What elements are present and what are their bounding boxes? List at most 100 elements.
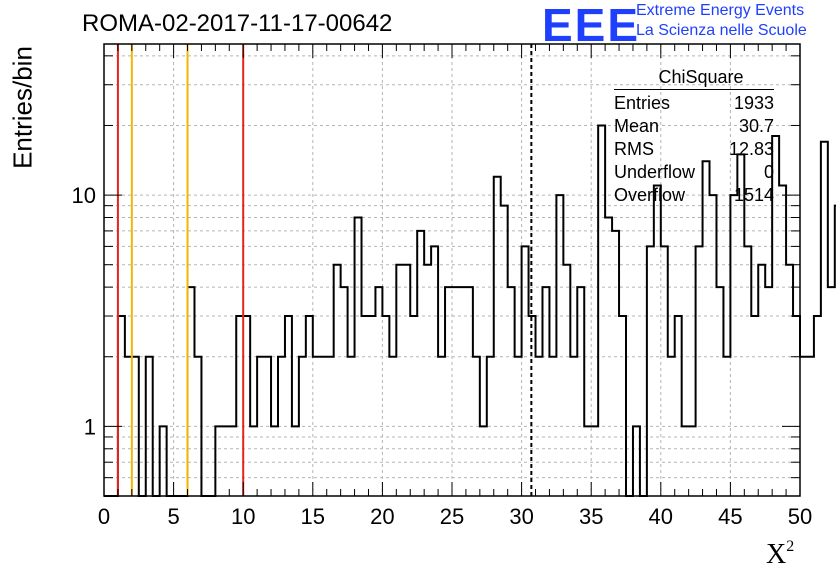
histogram-bin bbox=[730, 195, 737, 496]
stats-label: Mean bbox=[614, 116, 660, 136]
histogram-bin bbox=[250, 426, 257, 496]
histogram-bin bbox=[689, 426, 696, 496]
histogram-bin bbox=[549, 357, 556, 496]
stats-label: Entries bbox=[614, 93, 671, 113]
histogram-bin bbox=[584, 426, 591, 496]
histogram-bin bbox=[828, 287, 835, 496]
x-tick-label: 35 bbox=[579, 504, 603, 529]
histogram-bin bbox=[744, 246, 751, 496]
histogram-bin bbox=[236, 316, 243, 496]
histogram-bin bbox=[375, 287, 382, 496]
histogram-bin bbox=[661, 246, 668, 496]
stats-row-rms: RMS 12.83 bbox=[614, 138, 774, 161]
x-tick-label: 0 bbox=[98, 504, 110, 529]
histogram-bin bbox=[536, 357, 543, 496]
stats-box: ChiSquare Entries 1933 Mean 30.7 RMS 12.83 … bbox=[614, 66, 774, 207]
histogram-bin bbox=[612, 231, 619, 496]
histogram-bin bbox=[306, 316, 313, 496]
histogram-bin bbox=[716, 287, 723, 496]
histogram-bin bbox=[487, 357, 494, 496]
histogram-bin bbox=[348, 357, 355, 496]
histogram-bin bbox=[368, 316, 375, 496]
stats-value: 1933 bbox=[733, 93, 774, 113]
histogram-bin bbox=[396, 265, 403, 496]
histogram-bin bbox=[341, 287, 348, 496]
logo-line-1: Extreme Energy Events bbox=[636, 2, 805, 19]
histogram-bin bbox=[132, 357, 139, 496]
histogram-bin bbox=[723, 357, 730, 496]
histogram-bin bbox=[619, 316, 626, 496]
histogram-bin bbox=[786, 265, 793, 496]
stats-name: ChiSquare bbox=[614, 66, 774, 90]
histogram-bin bbox=[570, 357, 577, 496]
histogram-bin bbox=[647, 246, 654, 496]
logo-line-2: La Scienza nelle Scuole bbox=[636, 22, 807, 39]
histogram-bin bbox=[675, 316, 682, 496]
histogram-bin bbox=[459, 287, 466, 496]
stats-row-mean: Mean 30.7 bbox=[614, 115, 774, 138]
histogram-bin bbox=[334, 265, 341, 496]
histogram-bin bbox=[382, 316, 389, 496]
histogram-bin bbox=[118, 316, 125, 496]
histogram-bin bbox=[271, 426, 278, 496]
histogram-bin bbox=[389, 357, 396, 496]
histogram-bin bbox=[355, 217, 362, 496]
histogram-bin bbox=[327, 357, 334, 496]
histogram-bin bbox=[556, 195, 563, 496]
histogram-bin bbox=[751, 316, 758, 496]
histogram-bin bbox=[765, 287, 772, 496]
histogram-bin bbox=[264, 357, 271, 496]
histogram-bin bbox=[466, 287, 473, 496]
histogram-bin bbox=[445, 287, 452, 496]
histogram-bin bbox=[146, 357, 153, 496]
histogram-bin bbox=[194, 357, 201, 496]
histogram-bin bbox=[285, 316, 292, 496]
stats-row-overflow: Overflow 1514 bbox=[614, 184, 774, 207]
histogram-bin bbox=[410, 316, 417, 496]
histogram-bin bbox=[160, 426, 167, 496]
stats-row-entries: Entries 1933 bbox=[614, 92, 774, 115]
stats-value: 12.83 bbox=[728, 139, 774, 159]
histogram-bin bbox=[758, 265, 765, 496]
x-tick-label: 25 bbox=[440, 504, 464, 529]
histogram-bin bbox=[243, 316, 250, 496]
histogram-bin bbox=[320, 357, 327, 496]
histogram-bin bbox=[542, 287, 549, 496]
histogram-bin bbox=[779, 186, 786, 496]
eee-logo-mark: EEE bbox=[542, 0, 641, 51]
histogram-bin bbox=[431, 246, 438, 496]
histogram-bin bbox=[257, 357, 264, 496]
histogram-bin bbox=[633, 426, 640, 496]
histogram-bin bbox=[188, 287, 195, 496]
histogram-bin bbox=[515, 357, 522, 496]
histogram-bin bbox=[299, 357, 306, 496]
histogram-bin bbox=[501, 206, 508, 496]
stats-value: 1514 bbox=[733, 185, 774, 205]
histogram-bin bbox=[229, 426, 236, 496]
stats-label: Underflow bbox=[614, 162, 696, 182]
histogram-bin bbox=[696, 246, 703, 496]
x-tick-label: 5 bbox=[167, 504, 179, 529]
stats-label: Overflow bbox=[614, 185, 686, 205]
histogram-bin bbox=[814, 316, 821, 496]
chart-title: ROMA-02-2017-11-17-00642 bbox=[82, 10, 393, 37]
histogram-bin bbox=[703, 161, 710, 496]
y-axis-label: Entries/bin bbox=[7, 46, 38, 169]
histogram-bin bbox=[362, 316, 369, 496]
stats-value: 0 bbox=[763, 162, 774, 182]
histogram-bin bbox=[605, 217, 612, 496]
histogram-bin bbox=[563, 265, 570, 496]
histogram-bin bbox=[793, 316, 800, 496]
histogram-bin bbox=[278, 357, 285, 496]
histogram-bin bbox=[292, 426, 299, 496]
histogram-bin bbox=[821, 142, 828, 496]
histogram-series bbox=[104, 124, 836, 497]
x-tick-label: 15 bbox=[301, 504, 325, 529]
histogram-bin bbox=[654, 186, 661, 496]
histogram-bin bbox=[473, 357, 480, 496]
histogram-bin bbox=[438, 357, 445, 496]
x-tick-label: 30 bbox=[509, 504, 533, 529]
x-tick-label: 50 bbox=[788, 504, 812, 529]
stats-row-underflow: Underflow 0 bbox=[614, 161, 774, 184]
